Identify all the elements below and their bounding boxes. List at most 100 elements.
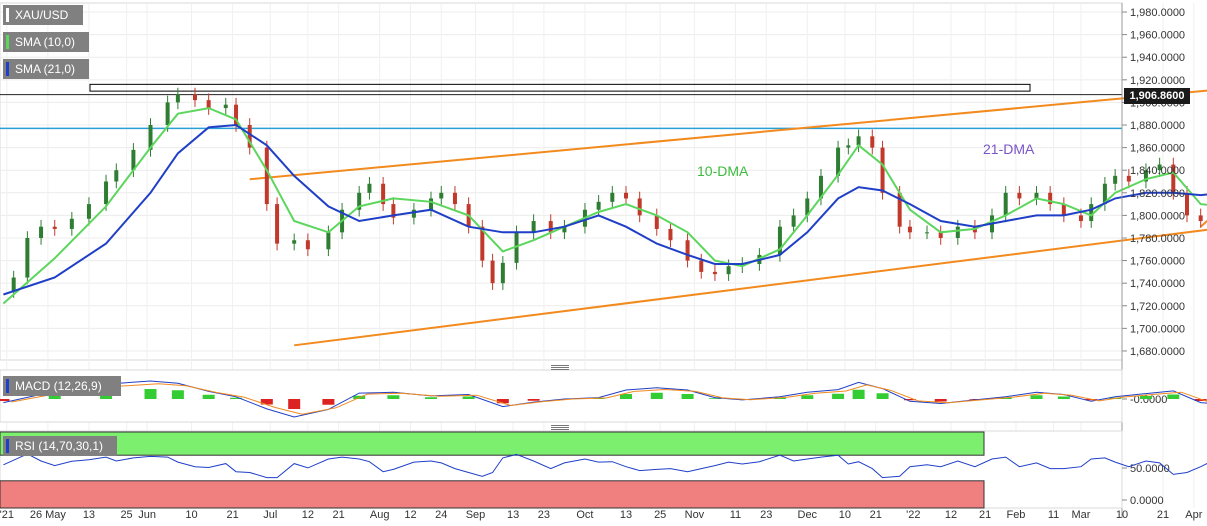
price-tick-label: 1,680.0000 bbox=[1130, 346, 1185, 358]
date-tick-label: 13 bbox=[507, 509, 519, 521]
rsi-oversold-zone bbox=[0, 480, 985, 509]
candle-body bbox=[1113, 175, 1118, 184]
date-tick-label: Feb bbox=[1006, 509, 1025, 521]
candle-body bbox=[1034, 192, 1039, 199]
date-tick-label: 21 bbox=[1157, 509, 1169, 521]
candle-body bbox=[1126, 175, 1131, 182]
candle-body bbox=[1184, 192, 1189, 216]
macd-tick-label: -0.0000 bbox=[1130, 394, 1167, 406]
macd-histogram-bar bbox=[999, 397, 1012, 399]
panel-resize-handle[interactable] bbox=[551, 365, 569, 370]
legend-macd-label: MACD (12,26,9) bbox=[15, 379, 102, 393]
price-tick-label: 1,700.0000 bbox=[1130, 323, 1185, 335]
candle-body bbox=[11, 277, 16, 292]
date-tick-label: 10 bbox=[839, 509, 851, 521]
candle-body bbox=[275, 204, 280, 244]
candle-body bbox=[562, 226, 567, 233]
candle-body bbox=[1102, 183, 1107, 205]
candle-body bbox=[777, 226, 782, 255]
date-tick-label: 11 bbox=[1048, 509, 1059, 521]
candle-body bbox=[131, 149, 136, 171]
candle-body bbox=[1078, 215, 1083, 222]
macd-histogram-bar bbox=[1139, 396, 1152, 399]
candle-body bbox=[148, 125, 153, 150]
macd-histogram-bar bbox=[171, 390, 184, 399]
price-grid bbox=[0, 2, 1195, 508]
macd-histogram-bar bbox=[202, 394, 215, 399]
candle-body bbox=[880, 147, 885, 193]
resistance-zone bbox=[89, 83, 1031, 92]
candle-body bbox=[104, 181, 109, 205]
legend-symbol[interactable]: XAU/USD bbox=[3, 5, 83, 25]
legend-swatch bbox=[6, 62, 9, 76]
date-tick-label: 12 bbox=[302, 509, 314, 521]
price-tick-label: 1,860.0000 bbox=[1130, 143, 1185, 155]
candle-body bbox=[1198, 215, 1203, 222]
date-tick-label: Oct bbox=[576, 509, 593, 521]
date-tick-label: 23 bbox=[538, 509, 550, 521]
date-tick-label: Mar bbox=[1071, 509, 1090, 521]
price-tick-label: 1,920.0000 bbox=[1130, 75, 1185, 87]
candle-body bbox=[870, 136, 875, 148]
date-tick-label: 12 bbox=[404, 509, 416, 521]
candle-body bbox=[623, 192, 628, 199]
macd-histogram-bar bbox=[832, 393, 845, 399]
candle-body bbox=[367, 183, 372, 193]
candle-body bbox=[86, 204, 91, 219]
panel-resize-handle[interactable] bbox=[551, 425, 569, 430]
date-tick-label: 21 bbox=[333, 509, 345, 521]
macd-histogram-bar bbox=[876, 393, 889, 399]
macd-histogram-bar bbox=[650, 392, 663, 399]
candle-body bbox=[685, 240, 690, 261]
macd-histogram-bar bbox=[387, 395, 400, 399]
legend-swatch bbox=[6, 439, 9, 453]
candle-body bbox=[165, 102, 170, 126]
macd-histogram-bar bbox=[144, 389, 157, 399]
macd-histogram-bar bbox=[1167, 394, 1180, 399]
annotation-10dma: 10-DMA bbox=[697, 163, 749, 179]
macd-histogram-bar bbox=[527, 399, 540, 401]
date-tick-label: 21 bbox=[979, 509, 991, 521]
date-tick-label: Jun bbox=[138, 509, 156, 521]
candle-body bbox=[52, 226, 57, 229]
price-tick-label: 1,940.0000 bbox=[1130, 52, 1185, 64]
date-tick-label: 12 bbox=[945, 509, 957, 521]
date-tick-label: Dec bbox=[798, 509, 818, 521]
legend-rsi[interactable]: RSI (14,70,30,1) bbox=[3, 436, 117, 456]
candle-body bbox=[791, 215, 796, 227]
candle-body bbox=[740, 263, 745, 267]
price-tick-label: 1,780.0000 bbox=[1130, 233, 1185, 245]
date-axis: '21 26 May 13 25 Jun 10 21 Jul 12 21 Aug 12 24 Sep 13 2… bbox=[0, 509, 1203, 521]
candle-body bbox=[712, 271, 717, 275]
macd-histogram-bar bbox=[801, 395, 814, 399]
candle-body bbox=[114, 170, 119, 182]
macd-histogram-bar bbox=[260, 399, 273, 405]
date-tick-label: 21 bbox=[226, 509, 238, 521]
price-tick-label: 1,840.0000 bbox=[1130, 165, 1185, 177]
candle-body bbox=[175, 94, 180, 103]
date-tick-label: 13 bbox=[620, 509, 632, 521]
legend-21dma[interactable]: SMA (21,0) bbox=[3, 59, 89, 79]
rsi-line bbox=[3, 453, 1207, 479]
zones bbox=[0, 83, 1122, 130]
macd-histogram-bar bbox=[230, 397, 243, 399]
legend-10dma-label: SMA (10,0) bbox=[15, 35, 76, 49]
macd-histogram-bar bbox=[852, 389, 865, 399]
candle-body bbox=[429, 198, 434, 210]
legend-macd[interactable]: MACD (12,26,9) bbox=[3, 376, 121, 396]
rsi-overbought-zone bbox=[0, 431, 985, 456]
macd-histogram-bar bbox=[708, 398, 721, 399]
macd-histogram-bar bbox=[462, 396, 475, 399]
date-tick-label: 13 bbox=[83, 509, 95, 521]
candle-body bbox=[1157, 164, 1162, 171]
moving-averages bbox=[2, 107, 1207, 305]
legend-10dma[interactable]: SMA (10,0) bbox=[3, 32, 89, 52]
candle-body bbox=[1143, 170, 1148, 182]
macd-histogram-bar bbox=[934, 399, 947, 402]
price-tick-label: 1,740.0000 bbox=[1130, 278, 1185, 290]
price-plot-frame bbox=[0, 2, 1123, 361]
candle-body bbox=[452, 192, 457, 205]
legend-swatch bbox=[6, 8, 9, 22]
candle-body bbox=[726, 266, 731, 275]
date-tick-label: '21 bbox=[0, 509, 14, 521]
